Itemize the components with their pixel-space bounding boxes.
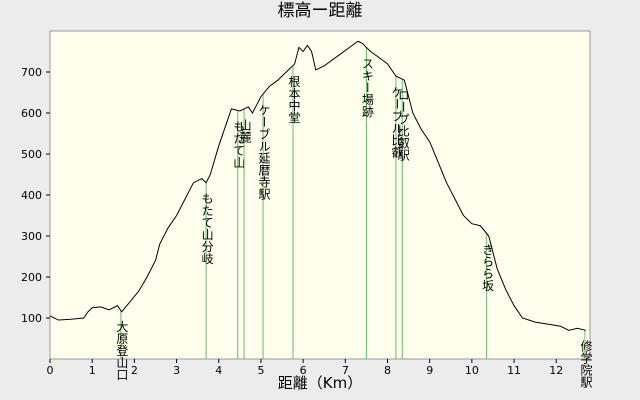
x-tick-label: 11: [507, 364, 521, 377]
x-tick-label: 7: [342, 364, 349, 377]
marker-label: 山麓: [238, 118, 252, 142]
marker-label: ケーブル延暦寺駅: [257, 104, 271, 201]
marker-label: もたて山: [232, 120, 246, 168]
y-tick-label: 400: [21, 189, 42, 202]
x-tick-label: 2: [131, 364, 138, 377]
x-tick-label: 4: [215, 364, 222, 377]
marker-label: ロープ比叡駅: [396, 89, 410, 162]
plot-area: [49, 30, 591, 360]
x-tick-label: 1: [89, 364, 96, 377]
y-tick-label: 300: [21, 230, 42, 243]
marker-label: きらら坂: [481, 243, 495, 292]
y-tick-label: 600: [21, 107, 42, 120]
marker-label: ケーブル比叡: [390, 86, 404, 159]
x-tick-label: 3: [173, 364, 180, 377]
marker-label: 修学院駅: [579, 339, 593, 389]
x-axis-title: 距離（Km）: [278, 374, 362, 392]
x-tick-label: 9: [426, 364, 433, 377]
chart-title: 標高ー距離: [278, 1, 363, 21]
marker-label: スキー場跡: [360, 57, 374, 118]
marker-label: もたて山分岐: [200, 192, 214, 264]
x-tick-label: 8: [384, 364, 391, 377]
x-tick-label: 10: [465, 364, 479, 377]
x-tick-label: 6: [300, 364, 307, 377]
x-tick-label: 12: [549, 364, 563, 377]
marker-label: 根本中堂: [287, 75, 301, 123]
y-tick-label: 500: [21, 148, 42, 161]
x-tick-label: 5: [257, 364, 264, 377]
x-tick-label: 0: [47, 364, 54, 377]
y-tick-label: 700: [21, 66, 42, 79]
y-tick-label: 100: [21, 312, 42, 325]
elevation-line: [49, 40, 586, 331]
marker-label: 大原登山口: [115, 320, 129, 380]
y-tick-label: 200: [21, 271, 42, 284]
